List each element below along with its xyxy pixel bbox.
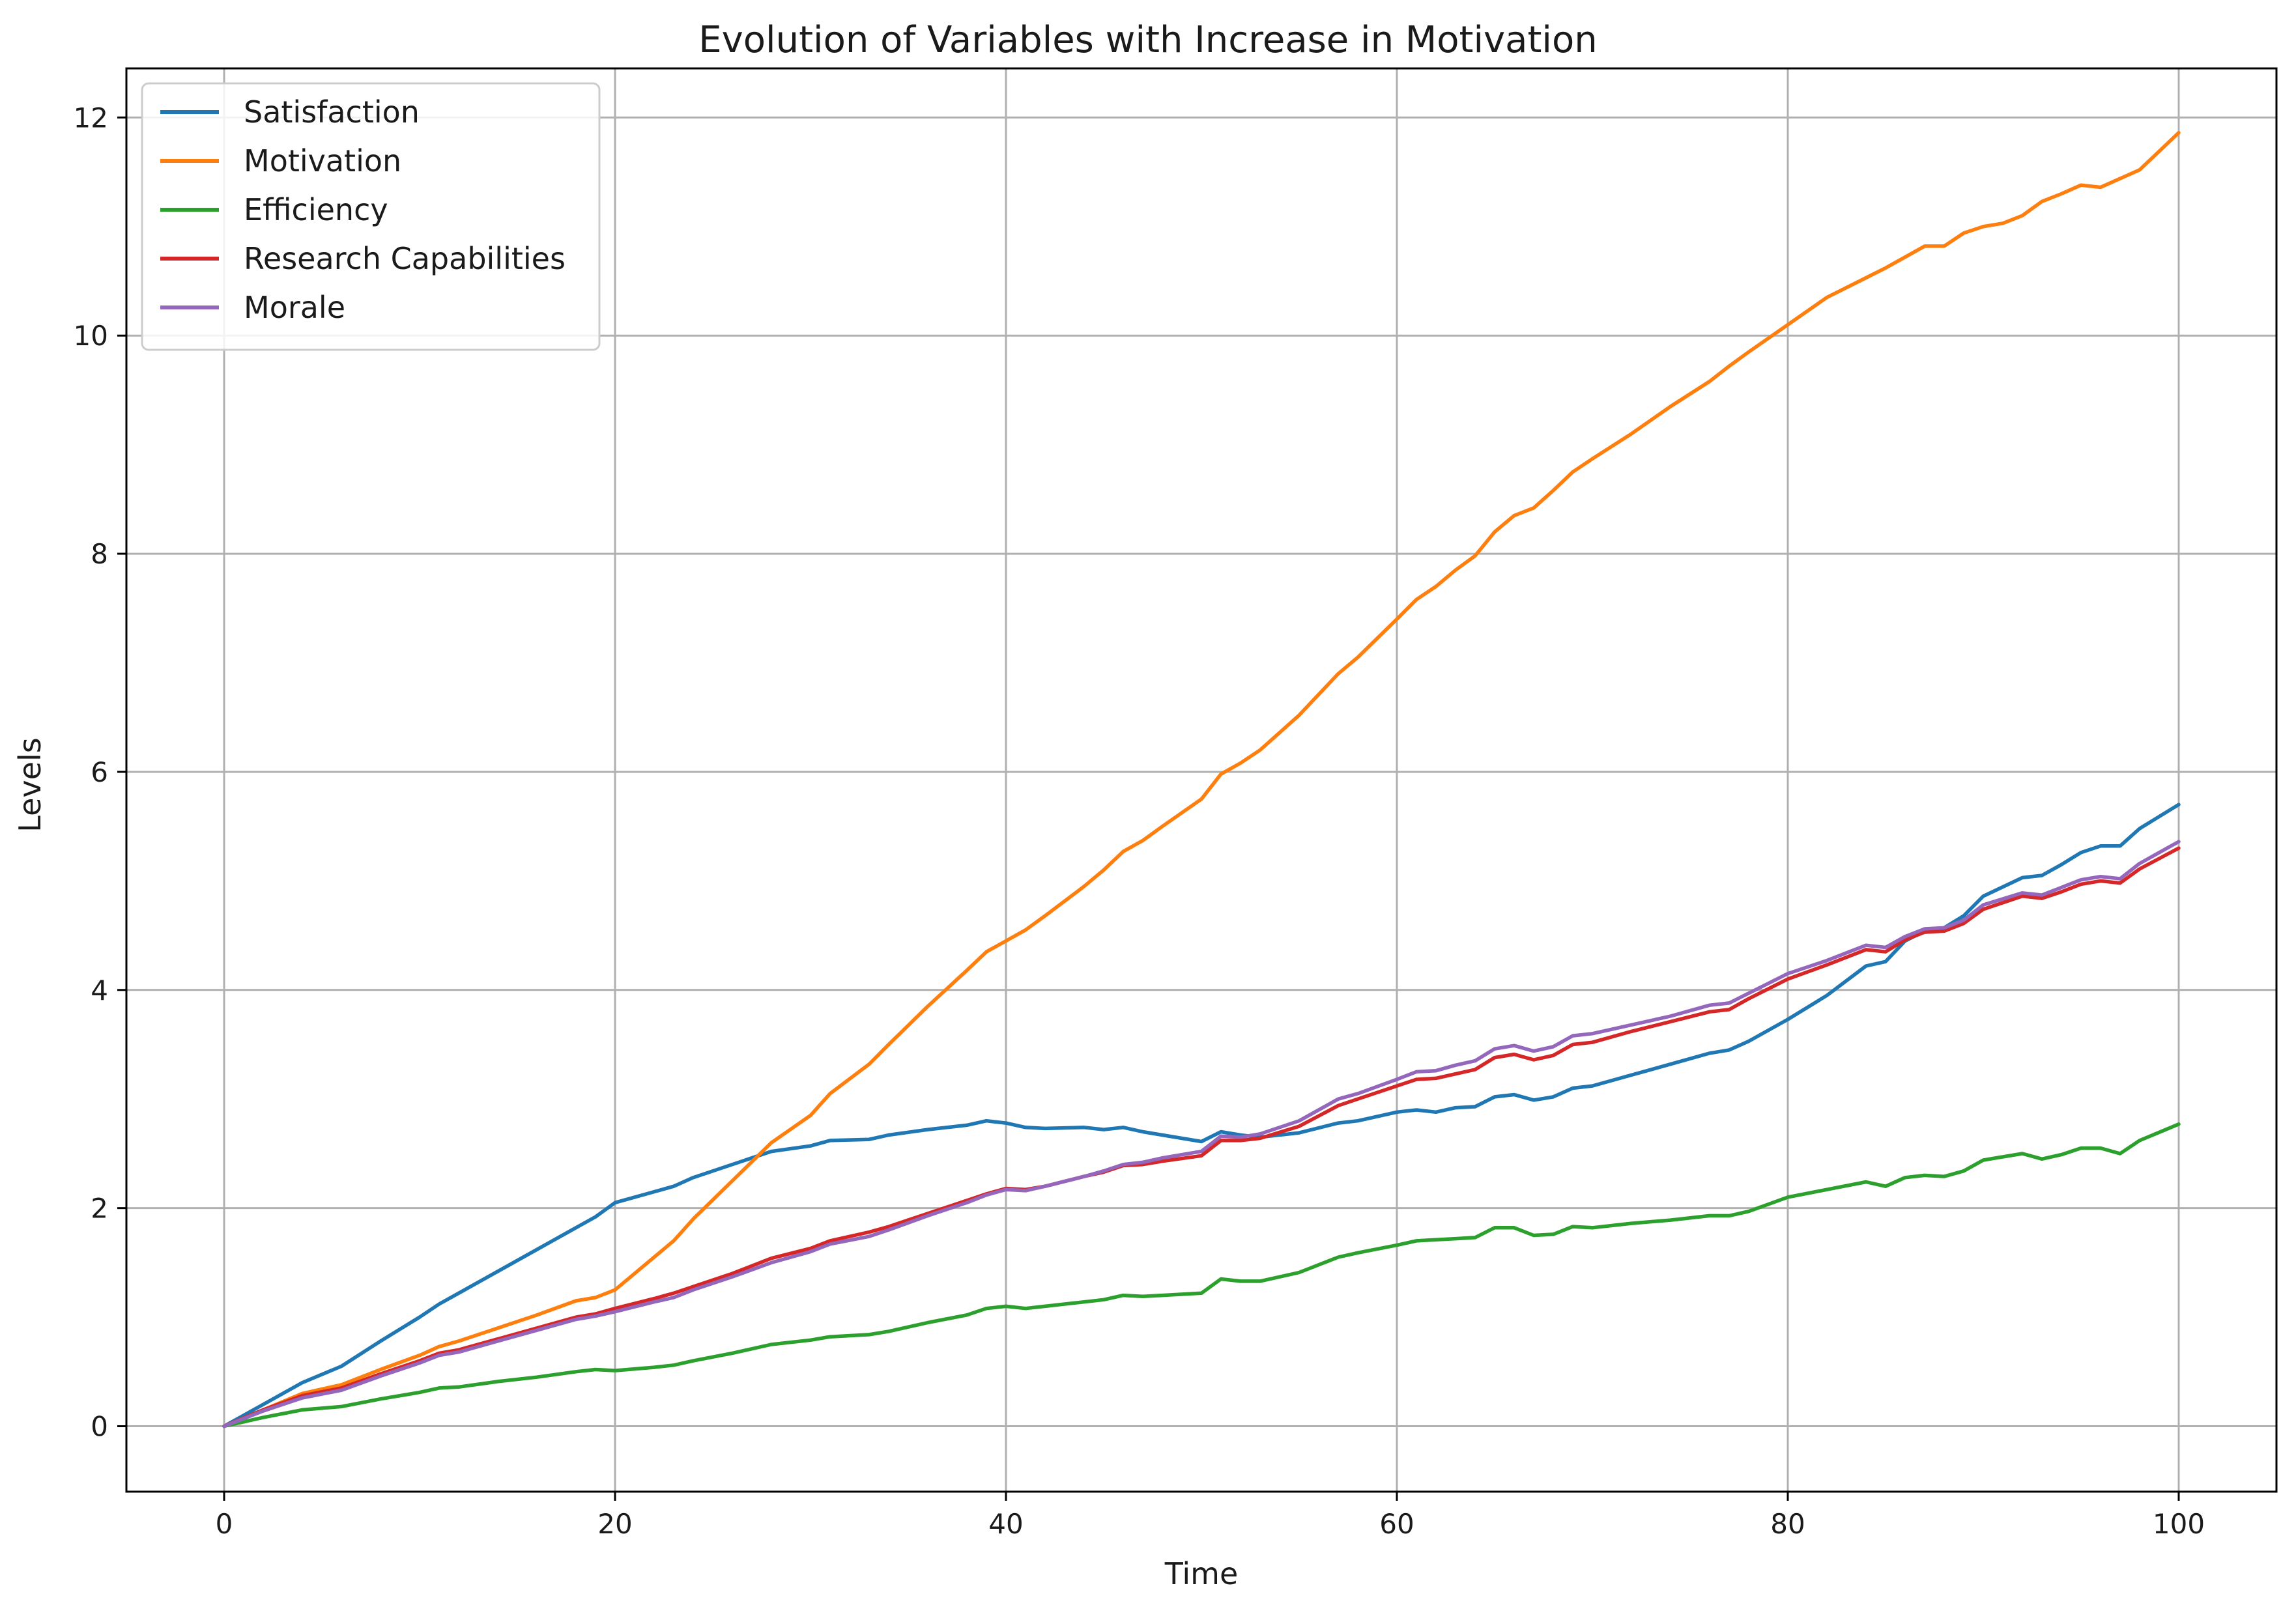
x-tick-label: 40 [988,1508,1023,1540]
legend-entry: Satisfaction [160,94,420,130]
legend-entry: Efficiency [160,192,388,227]
legend-label: Research Capabilities [244,241,566,276]
plot-frame [125,67,2278,1493]
legend-label: Motivation [244,143,401,178]
y-tick-label: 2 [91,1193,108,1225]
x-axis-label: Time [1164,1556,1239,1591]
y-tick-label: 10 [74,320,108,352]
series-layer [222,131,2181,1428]
chart-title: Evolution of Variables with Increase in … [698,19,1597,61]
grid-layer [126,68,2276,1492]
axes-layer [125,67,2278,1493]
y-tick-label: 4 [91,974,108,1006]
legend-entry: Morale [160,290,345,325]
legend-box [141,82,601,351]
y-tick-label: 0 [91,1411,108,1443]
x-tick-label: 60 [1379,1508,1414,1540]
series-line-motivation [222,131,2181,1428]
series-line-research-capabilities [222,846,2181,1428]
x-tick-label: 80 [1770,1508,1805,1540]
legend-entry: Research Capabilities [160,241,566,276]
y-axis-label: Levels [12,737,48,832]
y-tick-label: 8 [91,538,108,570]
legend-label: Satisfaction [244,94,420,130]
legend-label: Morale [244,290,345,325]
y-tick-label: 6 [91,756,108,788]
y-tick-label: 12 [74,102,108,134]
x-tick-label: 0 [216,1508,233,1540]
legend-label: Efficiency [244,192,388,227]
x-tick-label: 100 [2153,1508,2205,1540]
series-line-efficiency [222,1122,2181,1428]
ticks-layer: 0 20 40 60 80 100 0 2 4 6 8 10 12 [74,102,2205,1540]
legend: Satisfaction Motivation Efficiency Research… [141,82,601,351]
legend-entry: Motivation [160,143,401,178]
x-tick-label: 20 [597,1508,632,1540]
series-line-morale [222,840,2181,1428]
